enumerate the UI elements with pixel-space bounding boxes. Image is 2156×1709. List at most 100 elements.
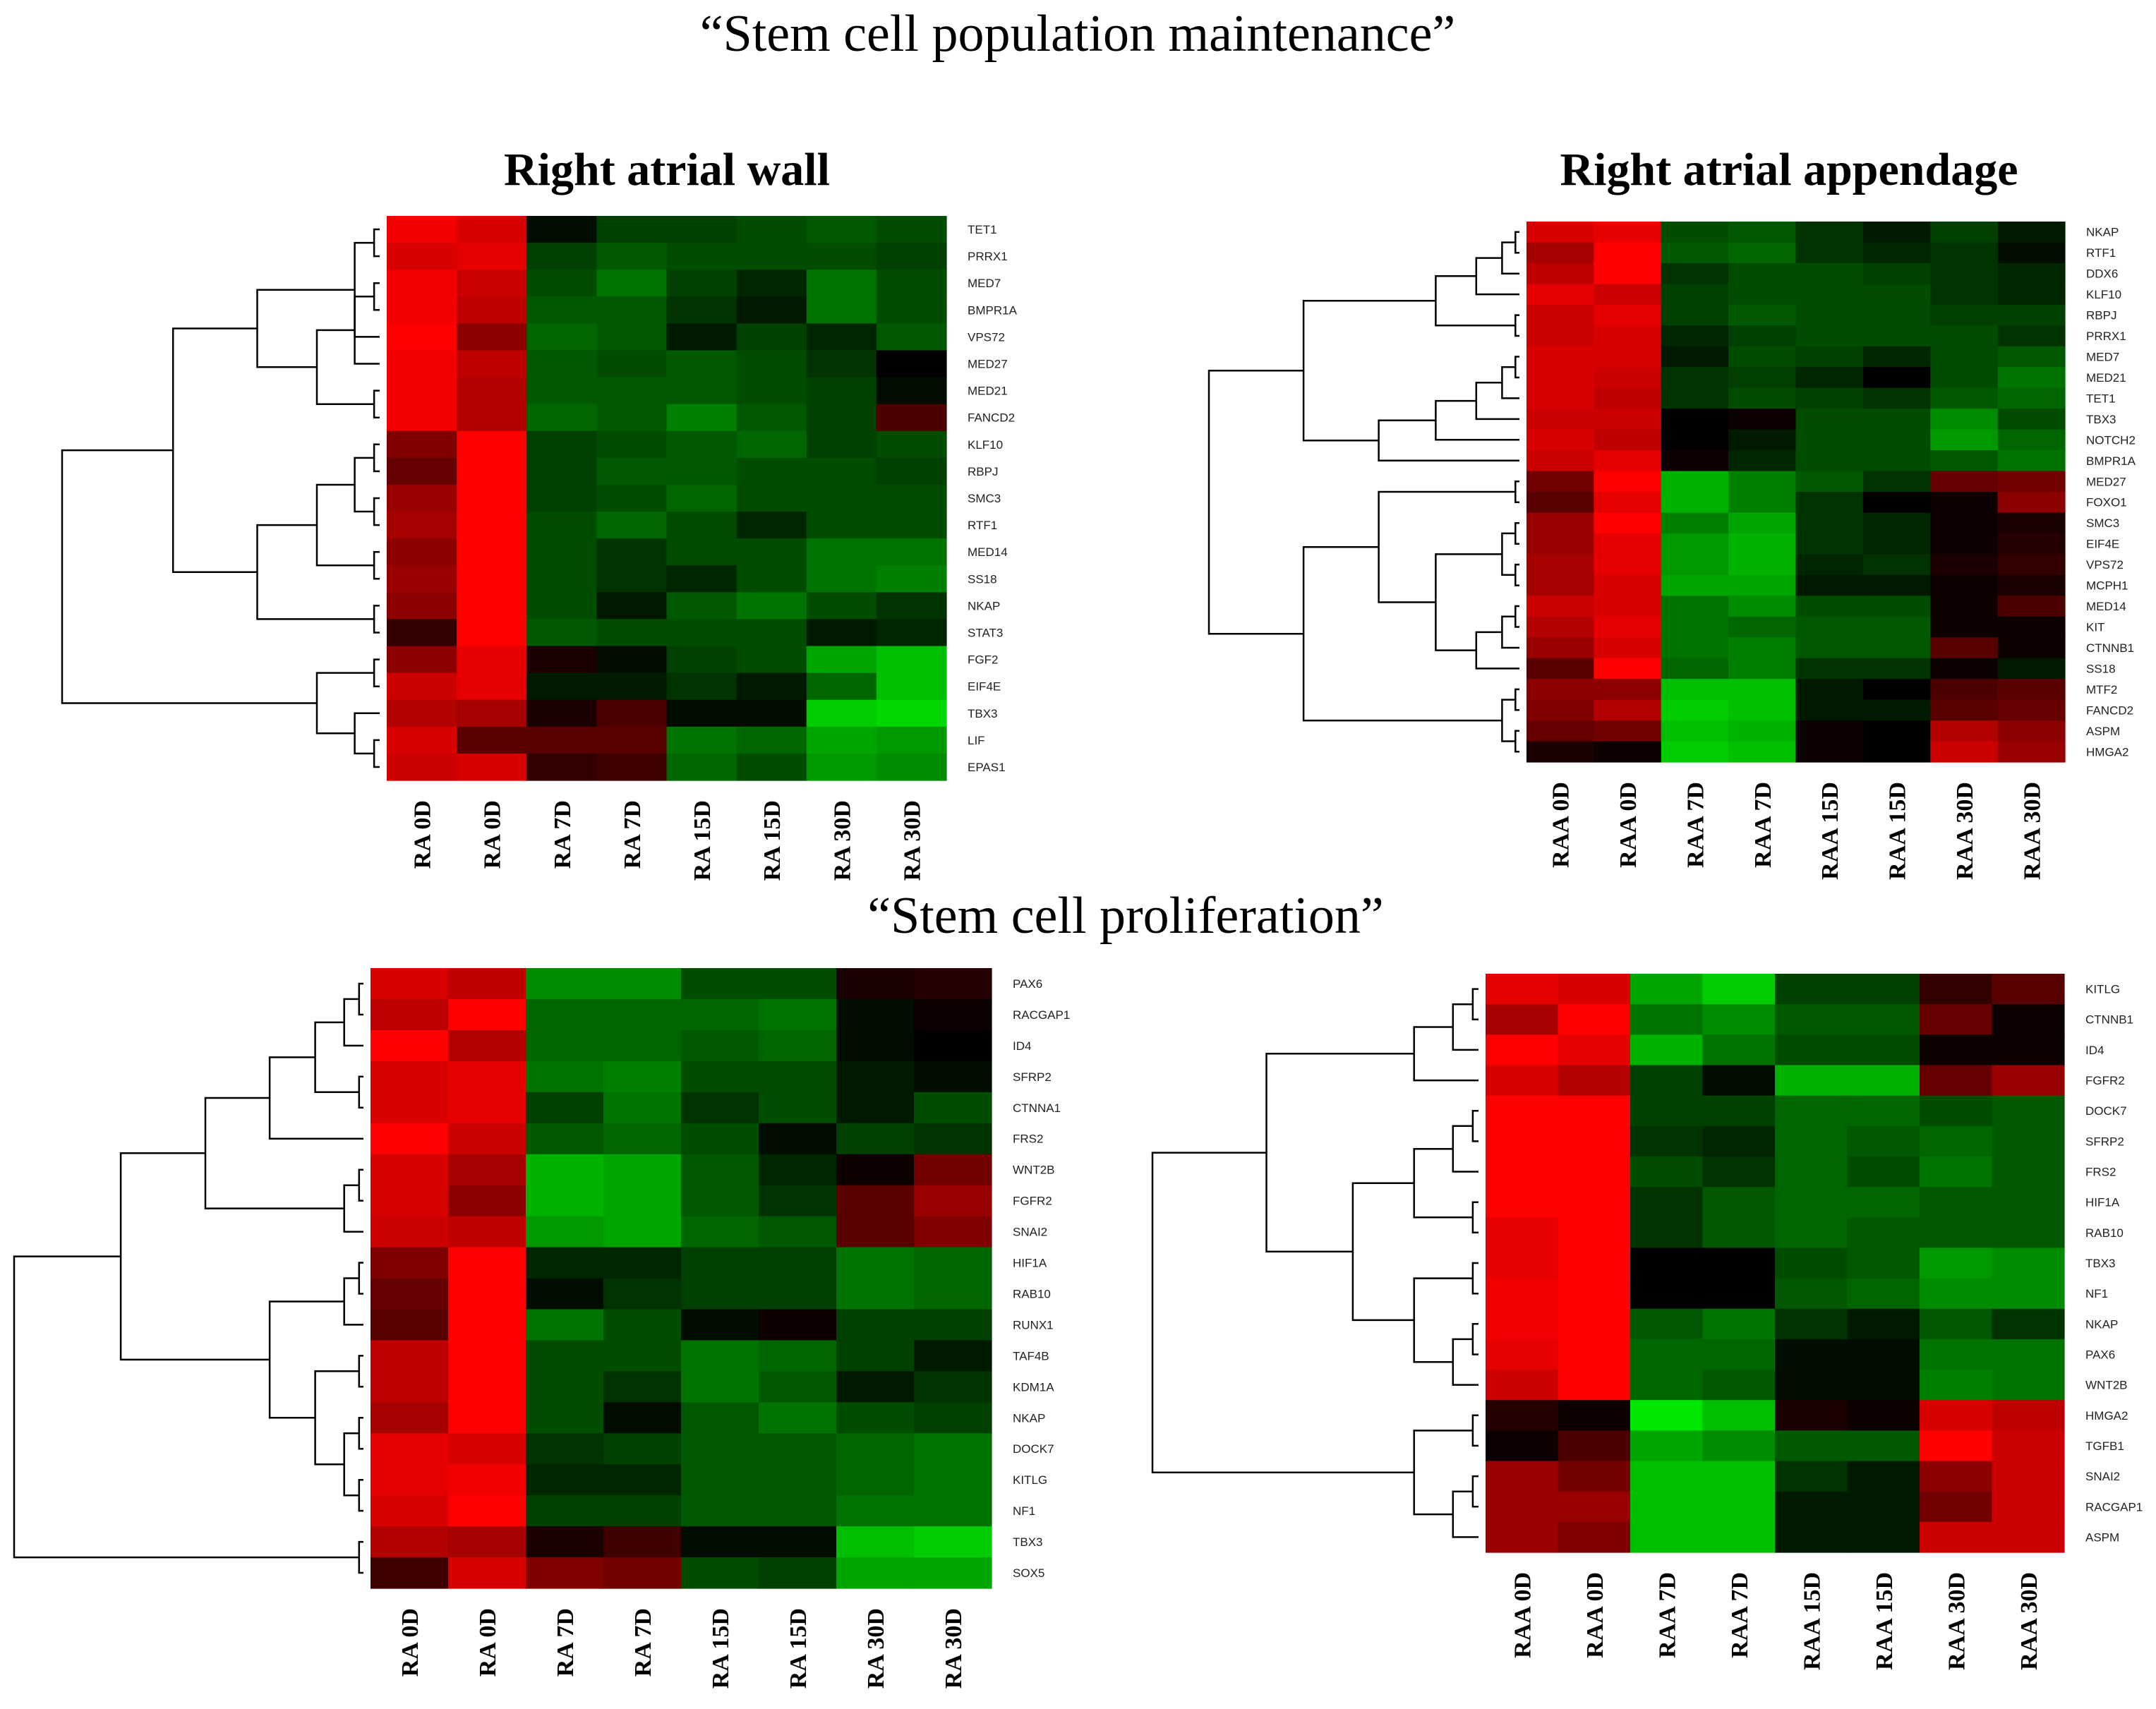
heatmap-cell <box>666 296 737 324</box>
heatmap-cell <box>914 1309 992 1341</box>
heatmap-cell <box>1992 1095 2065 1127</box>
row-label: RTF1 <box>968 519 997 532</box>
row-label: WNT2B <box>2085 1379 2128 1392</box>
column-label: RA 0D <box>410 800 436 869</box>
heatmap-cell <box>526 1557 604 1589</box>
heatmap-cell <box>457 672 527 701</box>
heatmap-cell <box>806 512 877 539</box>
heatmap-cell <box>1594 720 1662 742</box>
panel-title: Right atrial appendage <box>1560 144 2018 195</box>
heatmap-cell <box>836 1092 915 1124</box>
heatmap-cell <box>1847 1065 1920 1097</box>
row-label: PAX6 <box>2085 1348 2115 1362</box>
heatmap-cell <box>1847 1308 1920 1340</box>
heatmap-cell <box>1997 512 2066 534</box>
dendrogram-branch <box>1413 1026 1479 1082</box>
heatmap-cell <box>1558 1370 1631 1401</box>
heatmap-cell <box>759 1371 837 1403</box>
heatmap-cell <box>371 1278 449 1310</box>
heatmap-cell <box>666 565 737 593</box>
row-label: FGF2 <box>968 653 998 667</box>
heatmap-cell <box>759 968 837 1000</box>
row-label: MED27 <box>2086 475 2126 488</box>
heatmap-cell <box>1702 1278 1776 1310</box>
heatmap-cell <box>1728 346 1797 368</box>
dendrogram-branch <box>1475 631 1519 670</box>
heatmap-cell <box>1661 471 1729 493</box>
column-label: RA 15D <box>785 1608 812 1689</box>
heatmap-cell <box>836 1185 915 1217</box>
heatmap-cell <box>1486 1125 1559 1157</box>
heatmap-cell <box>681 1123 759 1155</box>
heatmap-cell <box>1728 596 1797 617</box>
dendrogram-branch <box>1471 1201 1479 1234</box>
heatmap-cell <box>603 1340 682 1372</box>
heatmap-cell <box>806 538 877 566</box>
heatmap-cell <box>1728 574 1797 596</box>
heatmap-cell <box>448 1495 526 1527</box>
heatmap-cell <box>1795 616 1864 638</box>
heatmap-cell <box>1728 720 1797 742</box>
heatmap-cell <box>1594 409 1662 430</box>
row-label: KLF10 <box>2086 288 2121 301</box>
heatmap-cell <box>1728 304 1797 326</box>
heatmap-cell <box>596 726 668 754</box>
heatmap-cell <box>1862 387 1931 409</box>
dendrogram-branch <box>1501 699 1516 742</box>
heatmap-cell <box>1526 222 1594 243</box>
heatmap-cell <box>1702 1034 1776 1066</box>
heatmap-cell <box>603 1092 682 1124</box>
heatmap-cell <box>1775 1430 1848 1462</box>
row-label: SFRP2 <box>2085 1135 2124 1148</box>
heatmap-cell <box>759 1216 837 1248</box>
heatmap-cell <box>1862 325 1931 347</box>
heatmap-cell <box>1526 325 1594 347</box>
heatmap-cell <box>1920 1430 1993 1462</box>
heatmap-cell <box>526 1402 604 1434</box>
heatmap-cell <box>1661 699 1729 721</box>
heatmap-cell <box>457 323 527 351</box>
heatmap-cell <box>1630 1521 1704 1553</box>
heatmap-cell <box>736 484 807 512</box>
heatmap-cell <box>836 1309 915 1341</box>
heatmap-cell <box>371 1092 449 1124</box>
heatmap-cell <box>1702 1461 1776 1492</box>
heatmap-cell <box>603 1029 682 1062</box>
column-label: RAA 7D <box>1750 782 1776 868</box>
column-label: RA 7D <box>553 1608 579 1677</box>
heatmap-cell <box>526 1185 604 1217</box>
heatmap-cell <box>1486 1065 1559 1097</box>
heatmap-cell <box>1862 242 1931 264</box>
heatmap-cell <box>1630 1065 1704 1097</box>
heatmap-cell <box>1630 1430 1704 1462</box>
heatmap-cell <box>806 323 877 351</box>
dendrogram-branch <box>1501 532 1516 576</box>
heatmap-cell <box>1997 492 2066 514</box>
row-label: RBPJ <box>968 465 998 478</box>
heatmap-cell <box>1930 387 1999 409</box>
heatmap-cell <box>1930 409 1999 430</box>
heatmap-cell <box>1526 409 1594 430</box>
heatmap-cell <box>876 377 947 405</box>
heatmap-cell <box>1728 262 1797 284</box>
heatmap-cell <box>457 270 527 297</box>
dendrogram-branch <box>1514 521 1519 545</box>
heatmap-cell <box>387 646 457 674</box>
row-label: ASPM <box>2086 725 2120 738</box>
heatmap-cell <box>1920 1248 1993 1279</box>
heatmap-cell <box>1847 1400 1920 1431</box>
heatmap-cell <box>836 1029 915 1062</box>
dendrogram-branch <box>358 1540 363 1574</box>
heatmap-cell <box>666 404 737 432</box>
row-label: MED21 <box>2086 371 2126 385</box>
heatmap-cell <box>1526 242 1594 264</box>
heatmap-cell <box>806 619 877 647</box>
heatmap-cell <box>526 538 597 566</box>
dendrogram-branch <box>1265 1053 1414 1253</box>
heatmap-cell <box>448 1371 526 1403</box>
heatmap-cell <box>1728 554 1797 576</box>
row-label: ID4 <box>2085 1044 2104 1057</box>
heatmap-cell <box>876 512 947 539</box>
heatmap-cell <box>1795 471 1864 493</box>
